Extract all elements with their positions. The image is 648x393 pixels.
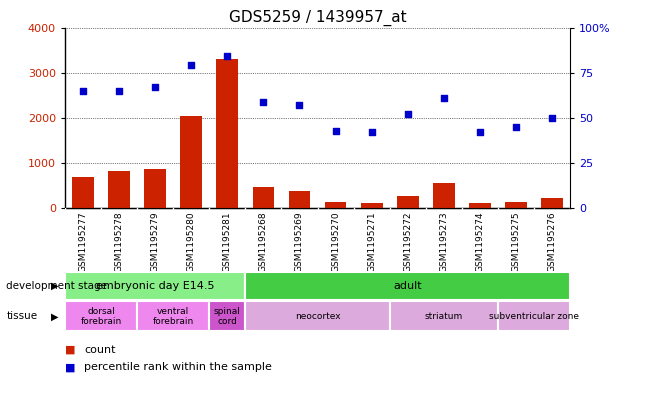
Bar [389,301,498,331]
Point [475,129,485,136]
Text: subventricular zone: subventricular zone [489,312,579,321]
Bar [397,196,419,208]
Point [439,95,449,101]
Text: GSM1195273: GSM1195273 [439,211,448,272]
Bar [246,272,570,300]
Point [222,53,233,60]
Text: development stage: development stage [6,281,108,291]
Point [114,88,124,94]
Text: GSM1195276: GSM1195276 [548,211,557,272]
Text: GSM1195270: GSM1195270 [331,211,340,272]
Bar [246,301,389,331]
Point [258,99,268,105]
Bar [469,203,491,208]
Bar [65,301,137,331]
Text: GSM1195275: GSM1195275 [511,211,520,272]
Text: GSM1195277: GSM1195277 [78,211,87,272]
Bar [253,187,274,208]
Point [78,88,88,94]
Text: spinal
cord: spinal cord [214,307,240,326]
Text: percentile rank within the sample: percentile rank within the sample [84,362,272,373]
Text: ■: ■ [65,345,75,355]
Text: GSM1195269: GSM1195269 [295,211,304,272]
Bar [180,116,202,208]
Text: striatum: striatum [424,312,463,321]
Title: GDS5259 / 1439957_at: GDS5259 / 1439957_at [229,10,406,26]
Text: ■: ■ [65,362,75,373]
Point [402,111,413,118]
Text: dorsal
forebrain: dorsal forebrain [80,307,122,326]
Text: GSM1195272: GSM1195272 [403,211,412,272]
Bar [209,301,246,331]
Text: GSM1195268: GSM1195268 [259,211,268,272]
Point [150,84,160,90]
Text: GSM1195278: GSM1195278 [115,211,124,272]
Point [511,124,521,130]
Bar [361,203,382,208]
Point [330,127,341,134]
Bar [288,191,310,208]
Point [186,62,196,69]
Text: embryonic day E14.5: embryonic day E14.5 [96,281,214,291]
Bar [498,301,570,331]
Text: count: count [84,345,116,355]
Bar [145,169,166,208]
Bar [108,171,130,208]
Point [294,102,305,108]
Bar [433,182,455,208]
Text: ▶: ▶ [51,281,58,291]
Text: ventral
forebrain: ventral forebrain [152,307,194,326]
Text: GSM1195281: GSM1195281 [223,211,232,272]
Bar [216,59,238,208]
Text: GSM1195280: GSM1195280 [187,211,196,272]
Bar [505,202,527,208]
Text: GSM1195279: GSM1195279 [150,211,159,272]
Point [367,129,377,136]
Bar [65,272,246,300]
Text: adult: adult [393,281,422,291]
Text: neocortex: neocortex [295,312,340,321]
Point [547,115,557,121]
Text: ▶: ▶ [51,311,58,321]
Text: tissue: tissue [6,311,38,321]
Text: GSM1195274: GSM1195274 [476,211,485,272]
Bar [137,301,209,331]
Bar [72,177,94,208]
Bar [325,202,347,208]
Text: GSM1195271: GSM1195271 [367,211,376,272]
Bar [541,198,563,208]
